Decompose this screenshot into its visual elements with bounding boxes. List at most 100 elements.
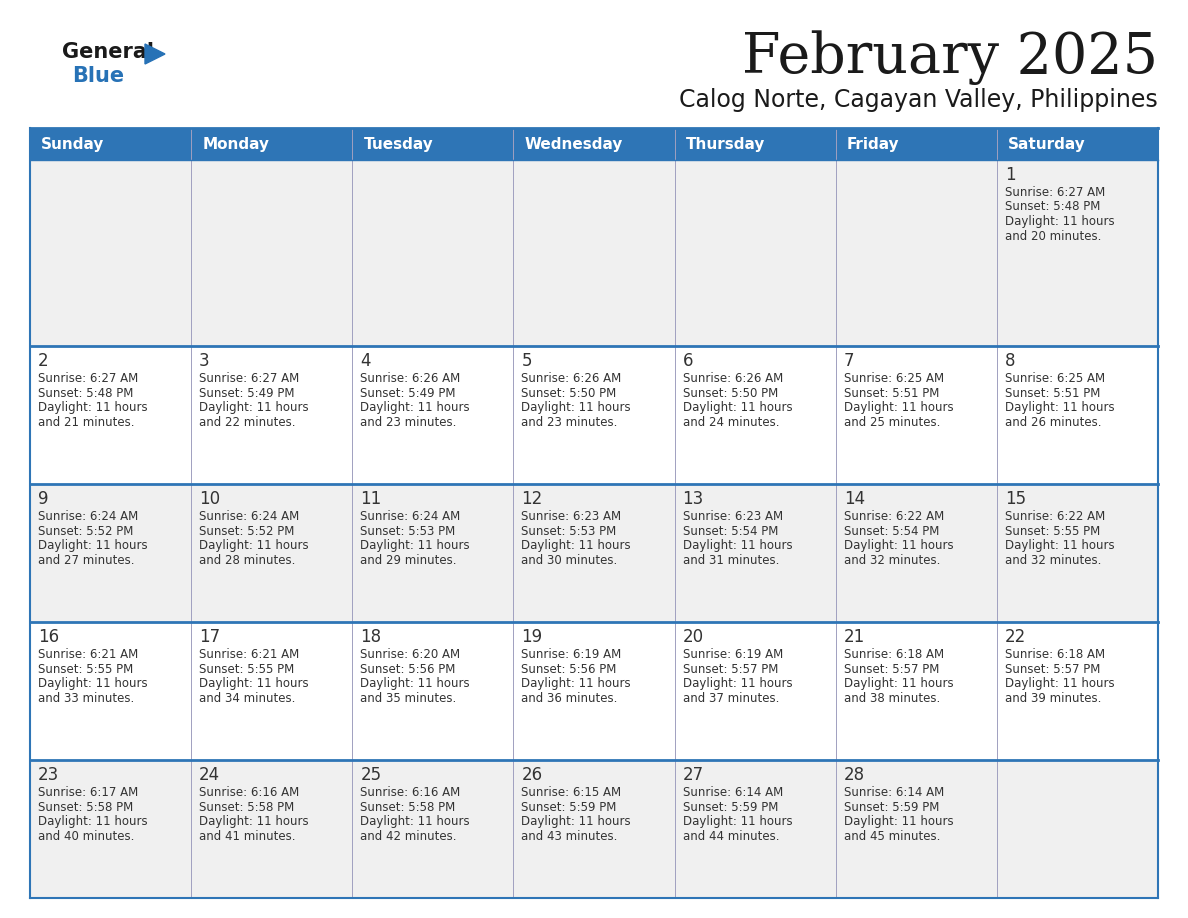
Text: Daylight: 11 hours: Daylight: 11 hours <box>38 539 147 552</box>
Text: Sunset: 5:53 PM: Sunset: 5:53 PM <box>360 525 455 538</box>
Text: 9: 9 <box>38 490 49 509</box>
Text: 8: 8 <box>1005 353 1016 370</box>
Bar <box>353 622 513 760</box>
Text: Sunset: 5:58 PM: Sunset: 5:58 PM <box>200 800 295 813</box>
Text: and 39 minutes.: and 39 minutes. <box>1005 691 1101 705</box>
Text: 5: 5 <box>522 353 532 370</box>
Text: Sunrise: 6:19 AM: Sunrise: 6:19 AM <box>683 648 783 661</box>
Text: Sunset: 5:55 PM: Sunset: 5:55 PM <box>38 663 133 676</box>
Bar <box>353 346 513 484</box>
Text: Saturday: Saturday <box>1009 137 1086 151</box>
Bar <box>513 484 675 622</box>
Bar <box>513 760 675 898</box>
Text: Daylight: 11 hours: Daylight: 11 hours <box>1005 401 1114 414</box>
Text: 16: 16 <box>38 628 59 646</box>
Text: and 28 minutes.: and 28 minutes. <box>200 554 296 566</box>
Text: and 38 minutes.: and 38 minutes. <box>843 691 940 705</box>
Text: 1: 1 <box>1005 166 1016 184</box>
Bar <box>353 484 513 622</box>
Text: Sunset: 5:51 PM: Sunset: 5:51 PM <box>843 386 939 399</box>
Text: Daylight: 11 hours: Daylight: 11 hours <box>522 677 631 690</box>
Bar <box>191 760 353 898</box>
Text: Sunrise: 6:24 AM: Sunrise: 6:24 AM <box>38 510 138 523</box>
Bar <box>191 160 353 346</box>
Text: and 42 minutes.: and 42 minutes. <box>360 830 456 843</box>
Text: Sunday: Sunday <box>42 137 105 151</box>
Text: Sunrise: 6:27 AM: Sunrise: 6:27 AM <box>1005 186 1105 199</box>
Text: Sunrise: 6:18 AM: Sunrise: 6:18 AM <box>1005 648 1105 661</box>
Text: 10: 10 <box>200 490 220 509</box>
Text: Sunrise: 6:16 AM: Sunrise: 6:16 AM <box>200 786 299 799</box>
Text: Sunrise: 6:16 AM: Sunrise: 6:16 AM <box>360 786 461 799</box>
Text: Daylight: 11 hours: Daylight: 11 hours <box>843 815 953 828</box>
Text: Daylight: 11 hours: Daylight: 11 hours <box>38 677 147 690</box>
Text: Sunrise: 6:20 AM: Sunrise: 6:20 AM <box>360 648 461 661</box>
Text: and 21 minutes.: and 21 minutes. <box>38 416 134 429</box>
Text: Sunset: 5:53 PM: Sunset: 5:53 PM <box>522 525 617 538</box>
Text: Wednesday: Wednesday <box>525 137 623 151</box>
Text: Daylight: 11 hours: Daylight: 11 hours <box>1005 539 1114 552</box>
Text: Daylight: 11 hours: Daylight: 11 hours <box>1005 215 1114 228</box>
Text: and 33 minutes.: and 33 minutes. <box>38 691 134 705</box>
Text: Sunrise: 6:27 AM: Sunrise: 6:27 AM <box>200 372 299 386</box>
Text: Daylight: 11 hours: Daylight: 11 hours <box>683 539 792 552</box>
Text: Tuesday: Tuesday <box>364 137 434 151</box>
Text: and 37 minutes.: and 37 minutes. <box>683 691 779 705</box>
Bar <box>675 160 835 346</box>
Bar <box>835 760 997 898</box>
Text: Daylight: 11 hours: Daylight: 11 hours <box>200 401 309 414</box>
Bar <box>997 160 1158 346</box>
Text: Thursday: Thursday <box>685 137 765 151</box>
Text: Sunset: 5:59 PM: Sunset: 5:59 PM <box>843 800 939 813</box>
Text: 26: 26 <box>522 766 543 784</box>
Text: 28: 28 <box>843 766 865 784</box>
Bar <box>835 484 997 622</box>
Text: Daylight: 11 hours: Daylight: 11 hours <box>200 815 309 828</box>
Text: 15: 15 <box>1005 490 1026 509</box>
Text: Sunrise: 6:25 AM: Sunrise: 6:25 AM <box>843 372 943 386</box>
Text: Sunset: 5:56 PM: Sunset: 5:56 PM <box>360 663 456 676</box>
Text: Sunset: 5:59 PM: Sunset: 5:59 PM <box>522 800 617 813</box>
Text: Sunset: 5:57 PM: Sunset: 5:57 PM <box>683 663 778 676</box>
Text: Sunset: 5:51 PM: Sunset: 5:51 PM <box>1005 386 1100 399</box>
Text: Sunrise: 6:26 AM: Sunrise: 6:26 AM <box>683 372 783 386</box>
Text: Daylight: 11 hours: Daylight: 11 hours <box>360 677 470 690</box>
Text: Sunset: 5:56 PM: Sunset: 5:56 PM <box>522 663 617 676</box>
Text: 12: 12 <box>522 490 543 509</box>
Text: 25: 25 <box>360 766 381 784</box>
Bar <box>30 760 191 898</box>
Text: and 25 minutes.: and 25 minutes. <box>843 416 940 429</box>
Bar <box>353 760 513 898</box>
Bar <box>997 622 1158 760</box>
Text: Daylight: 11 hours: Daylight: 11 hours <box>843 677 953 690</box>
Text: and 22 minutes.: and 22 minutes. <box>200 416 296 429</box>
Text: and 26 minutes.: and 26 minutes. <box>1005 416 1101 429</box>
Text: Sunset: 5:54 PM: Sunset: 5:54 PM <box>843 525 939 538</box>
Bar <box>30 622 191 760</box>
Text: Daylight: 11 hours: Daylight: 11 hours <box>522 401 631 414</box>
Text: 27: 27 <box>683 766 703 784</box>
Text: February 2025: February 2025 <box>742 30 1158 84</box>
Bar <box>997 760 1158 898</box>
Text: Sunrise: 6:25 AM: Sunrise: 6:25 AM <box>1005 372 1105 386</box>
Text: Sunrise: 6:14 AM: Sunrise: 6:14 AM <box>683 786 783 799</box>
Text: Sunset: 5:49 PM: Sunset: 5:49 PM <box>360 386 456 399</box>
Text: and 27 minutes.: and 27 minutes. <box>38 554 134 566</box>
Text: Sunset: 5:49 PM: Sunset: 5:49 PM <box>200 386 295 399</box>
Bar <box>997 346 1158 484</box>
Bar <box>30 484 191 622</box>
Text: Daylight: 11 hours: Daylight: 11 hours <box>683 677 792 690</box>
Bar <box>191 484 353 622</box>
Text: Sunrise: 6:23 AM: Sunrise: 6:23 AM <box>522 510 621 523</box>
Bar <box>513 346 675 484</box>
Text: Sunrise: 6:26 AM: Sunrise: 6:26 AM <box>360 372 461 386</box>
Bar <box>997 484 1158 622</box>
Text: 24: 24 <box>200 766 220 784</box>
Text: Monday: Monday <box>202 137 270 151</box>
Text: 19: 19 <box>522 628 543 646</box>
Text: and 24 minutes.: and 24 minutes. <box>683 416 779 429</box>
Bar <box>835 622 997 760</box>
Text: Sunset: 5:50 PM: Sunset: 5:50 PM <box>522 386 617 399</box>
Text: Daylight: 11 hours: Daylight: 11 hours <box>360 401 470 414</box>
Text: Sunrise: 6:18 AM: Sunrise: 6:18 AM <box>843 648 943 661</box>
